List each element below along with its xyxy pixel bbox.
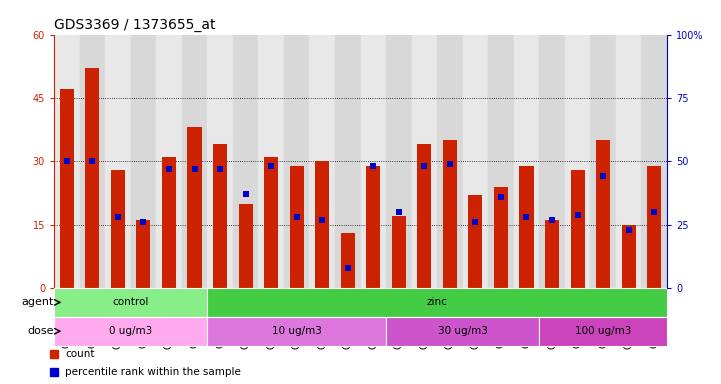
Text: dose: dose xyxy=(27,326,54,336)
Bar xyxy=(539,317,667,346)
Point xyxy=(240,191,252,197)
Text: agent: agent xyxy=(22,297,54,308)
Bar xyxy=(136,220,151,288)
Bar xyxy=(54,288,208,317)
Bar xyxy=(335,35,360,288)
Bar xyxy=(264,157,278,288)
Text: 10 ug/m3: 10 ug/m3 xyxy=(272,326,322,336)
Bar xyxy=(309,35,335,288)
Bar xyxy=(85,68,99,288)
Bar xyxy=(208,317,386,346)
Bar xyxy=(258,35,284,288)
Point xyxy=(291,214,302,220)
Text: percentile rank within the sample: percentile rank within the sample xyxy=(65,366,241,377)
Bar xyxy=(284,35,309,288)
Bar xyxy=(519,166,534,288)
Bar xyxy=(386,317,539,346)
Point xyxy=(163,166,174,172)
Bar xyxy=(79,35,105,288)
Bar xyxy=(437,35,463,288)
Bar xyxy=(360,35,386,288)
Bar xyxy=(162,157,176,288)
Bar xyxy=(208,35,233,288)
Bar xyxy=(412,35,437,288)
Bar xyxy=(54,35,79,288)
Bar xyxy=(647,166,661,288)
Bar xyxy=(642,35,667,288)
Text: 30 ug/m3: 30 ug/m3 xyxy=(438,326,487,336)
Text: zinc: zinc xyxy=(427,297,448,308)
Point xyxy=(393,209,404,215)
Bar xyxy=(386,35,412,288)
Text: 100 ug/m3: 100 ug/m3 xyxy=(575,326,632,336)
Bar xyxy=(290,166,304,288)
Text: count: count xyxy=(65,349,94,359)
Bar xyxy=(111,170,125,288)
Bar xyxy=(570,170,585,288)
Point xyxy=(112,214,124,220)
Bar xyxy=(590,35,616,288)
Bar xyxy=(366,166,380,288)
Point xyxy=(342,265,353,271)
Point xyxy=(265,163,277,169)
Bar xyxy=(54,317,208,346)
Point xyxy=(87,158,98,164)
Text: control: control xyxy=(112,297,149,308)
Point xyxy=(469,219,481,225)
Bar xyxy=(443,140,457,288)
Bar xyxy=(545,220,559,288)
Bar xyxy=(156,35,182,288)
Bar xyxy=(213,144,227,288)
Bar xyxy=(622,225,636,288)
Point xyxy=(648,209,660,215)
Point xyxy=(521,214,532,220)
Bar xyxy=(187,127,202,288)
Text: GDS3369 / 1373655_at: GDS3369 / 1373655_at xyxy=(54,18,216,32)
Bar xyxy=(469,195,482,288)
Bar xyxy=(315,161,329,288)
Bar xyxy=(616,35,642,288)
Bar xyxy=(239,204,252,288)
Point xyxy=(368,163,379,169)
Point xyxy=(444,161,456,167)
Bar xyxy=(539,35,565,288)
Text: 0 ug/m3: 0 ug/m3 xyxy=(109,326,152,336)
Bar xyxy=(208,288,667,317)
Point xyxy=(547,217,558,223)
Bar xyxy=(494,187,508,288)
Point xyxy=(623,227,634,233)
Bar xyxy=(596,140,610,288)
Bar xyxy=(417,144,431,288)
Bar xyxy=(233,35,258,288)
Point xyxy=(138,219,149,225)
Point xyxy=(495,194,507,200)
Bar xyxy=(565,35,590,288)
Point xyxy=(572,212,583,218)
Point xyxy=(317,217,328,223)
Point xyxy=(597,174,609,180)
Bar xyxy=(513,35,539,288)
Bar xyxy=(131,35,156,288)
Bar xyxy=(105,35,131,288)
Point xyxy=(419,163,430,169)
Bar xyxy=(488,35,514,288)
Bar xyxy=(60,89,74,288)
Point xyxy=(214,166,226,172)
Bar xyxy=(341,233,355,288)
Point xyxy=(61,158,73,164)
Bar xyxy=(182,35,208,288)
Point xyxy=(189,166,200,172)
Bar xyxy=(392,216,406,288)
Bar xyxy=(463,35,488,288)
